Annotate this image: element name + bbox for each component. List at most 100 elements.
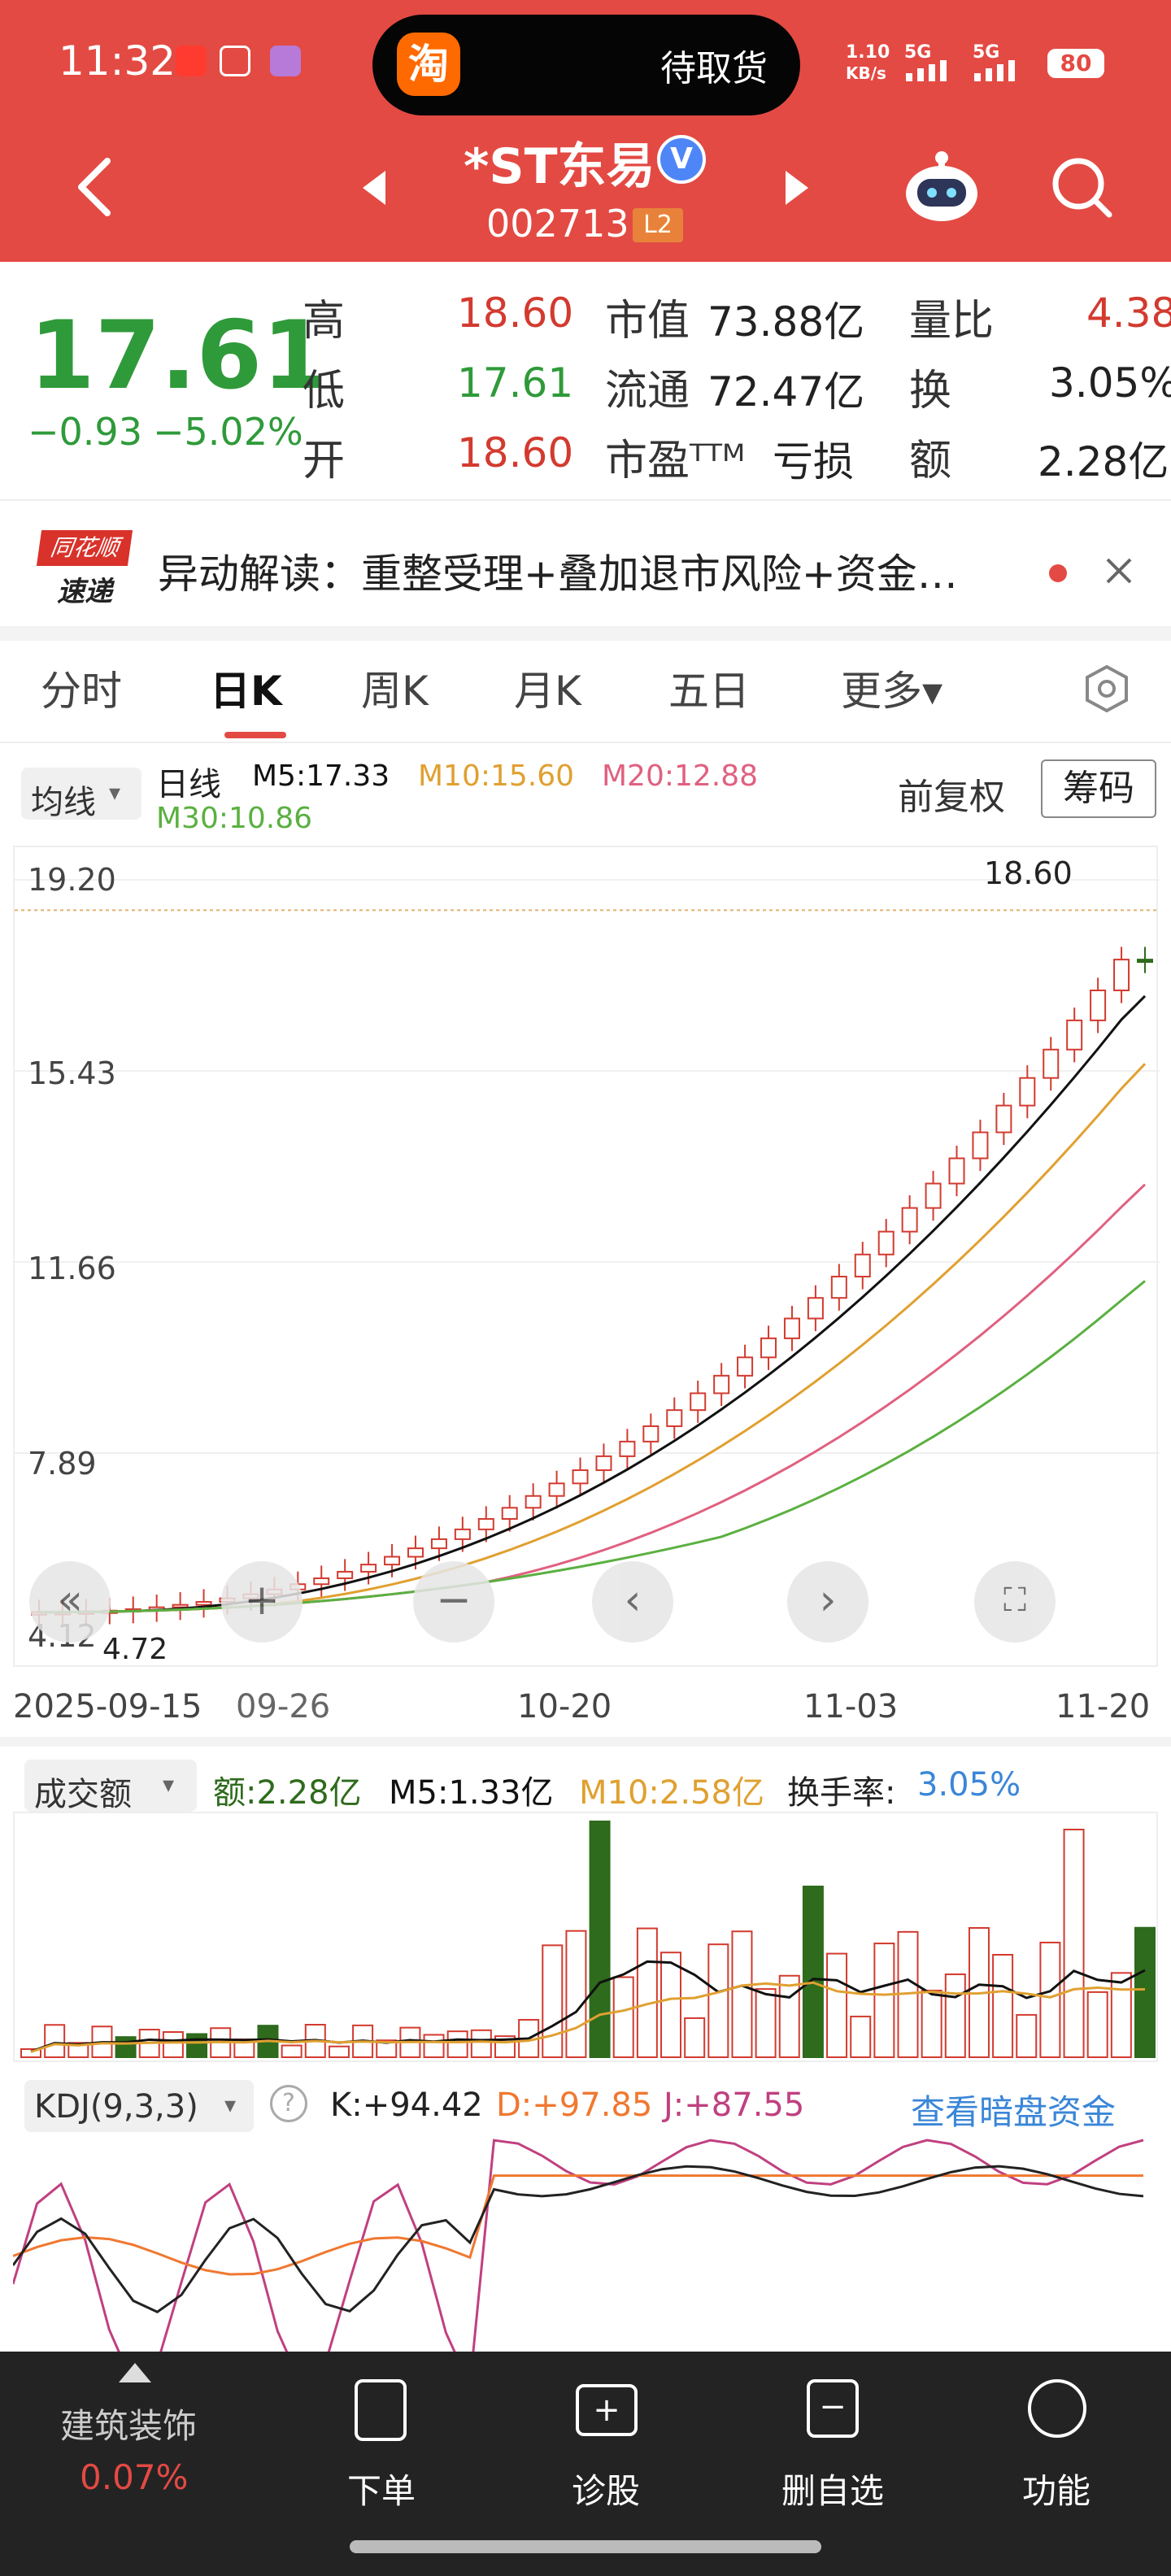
settings-hex-icon[interactable] bbox=[1082, 664, 1132, 714]
scroll-left-button[interactable]: ‹ bbox=[592, 1561, 673, 1643]
help-icon[interactable]: ? bbox=[270, 2085, 307, 2122]
scroll-left-fast-button[interactable]: « bbox=[29, 1561, 111, 1643]
fullscreen-icon[interactable]: ⛶ bbox=[974, 1561, 1056, 1643]
zoom-in-button[interactable]: + bbox=[221, 1561, 303, 1643]
high-price-marker: 18.60 bbox=[984, 855, 1073, 891]
amount-label: 额 bbox=[909, 437, 952, 485]
quote-panel: 17.61 −0.93 −5.02% 高 18.60 低 17.61 开 18.… bbox=[0, 262, 1171, 498]
volume-bar bbox=[826, 1952, 848, 2058]
high-value: 18.60 bbox=[457, 289, 574, 337]
date-label: 10-20 bbox=[517, 1688, 612, 1725]
candle-body bbox=[1113, 959, 1130, 991]
candle-body bbox=[360, 1564, 377, 1573]
remove-watchlist-label: 删自选 bbox=[781, 2471, 884, 2511]
notification-icon bbox=[176, 46, 207, 76]
fuquan-toggle[interactable]: 前复权 bbox=[898, 777, 1005, 818]
candle-body bbox=[642, 1425, 660, 1442]
function-label: 功能 bbox=[1021, 2471, 1090, 2511]
price-change: −0.93 bbox=[28, 410, 142, 454]
volume-dropdown-label: 成交额 bbox=[34, 1776, 132, 1813]
candle-body bbox=[337, 1570, 354, 1579]
turnover-value: 3.05% bbox=[1049, 359, 1171, 407]
volume-bar bbox=[1134, 1926, 1156, 2058]
tab-monthly-k[interactable]: 月K bbox=[514, 668, 581, 715]
tab-daily-k[interactable]: 日K bbox=[210, 668, 282, 715]
volume-amount: 额:2.28亿 bbox=[213, 1774, 362, 1812]
volume-bar bbox=[67, 2042, 89, 2059]
battery-icon: 80 bbox=[1047, 49, 1104, 78]
verified-badge-icon: V bbox=[657, 135, 706, 184]
low-label: 低 bbox=[303, 367, 346, 416]
candle-body bbox=[1019, 1077, 1036, 1107]
sector-name[interactable]: 建筑装饰 bbox=[60, 2406, 198, 2446]
ma-dropdown[interactable]: 均线 ▾ bbox=[21, 768, 141, 821]
volume-bar bbox=[1016, 2013, 1038, 2059]
candle-body bbox=[501, 1507, 518, 1520]
turnover-rate-value: 3.05% bbox=[917, 1766, 1021, 1804]
volume-chart-canvas bbox=[20, 1821, 1156, 2059]
tab-weekly-k[interactable]: 周K bbox=[361, 668, 429, 715]
dynamic-island[interactable]: 淘 待取货 bbox=[372, 15, 800, 115]
volume-m10: M10:2.58亿 bbox=[579, 1774, 764, 1812]
kdj-chart-area[interactable] bbox=[13, 2137, 1158, 2352]
volume-chart-area[interactable] bbox=[13, 1812, 1158, 2062]
kdj-dropdown[interactable]: KDJ(9,3,3) ▾ bbox=[24, 2080, 254, 2132]
ma10-legend: M10:15.60 bbox=[418, 759, 575, 793]
divider bbox=[0, 499, 1171, 501]
candle-body bbox=[877, 1230, 895, 1255]
candle-body bbox=[995, 1104, 1012, 1134]
back-arrow-icon[interactable] bbox=[72, 154, 120, 220]
prev-stock-icon[interactable] bbox=[358, 168, 390, 208]
volume-bar bbox=[1110, 1972, 1132, 2058]
news-banner[interactable]: 同花顺 速递 异动解读：重整受理+叠加退市风险+资金… bbox=[0, 514, 1171, 626]
tab-intraday[interactable]: 分时 bbox=[41, 668, 122, 715]
level2-badge: L2 bbox=[633, 208, 683, 242]
volume-m5-line bbox=[30, 1960, 1146, 2053]
robot-assistant-icon[interactable] bbox=[903, 146, 981, 224]
float-cap-label: 流通 bbox=[605, 367, 690, 416]
zoom-out-button[interactable]: − bbox=[413, 1561, 494, 1643]
diagnose-button[interactable]: + 诊股 bbox=[553, 2376, 659, 2522]
candle-body bbox=[1043, 1048, 1060, 1079]
signal-bars-icon bbox=[903, 60, 960, 81]
volume-bar bbox=[589, 1821, 611, 2058]
section-gap bbox=[0, 626, 1171, 641]
kdj-k-value: K:+94.42 bbox=[330, 2086, 483, 2124]
remove-watchlist-button[interactable]: − 删自选 bbox=[768, 2376, 898, 2522]
volume-bar bbox=[162, 2031, 184, 2058]
menu-icon bbox=[1028, 2379, 1086, 2438]
market-cap-label: 市值 bbox=[605, 297, 690, 346]
section-gap bbox=[0, 1737, 1171, 1747]
candle-body bbox=[737, 1356, 754, 1377]
search-icon[interactable] bbox=[1049, 154, 1114, 220]
volume-bar bbox=[850, 2015, 872, 2058]
tab-five-day[interactable]: 五日 bbox=[668, 668, 750, 715]
net-speed-value: 1.10 bbox=[846, 42, 890, 63]
volume-bar bbox=[328, 2045, 350, 2059]
open-value: 18.60 bbox=[457, 429, 574, 476]
candle-body bbox=[760, 1337, 777, 1359]
logo-line1: 同花顺 bbox=[36, 530, 133, 566]
scroll-right-button[interactable]: › bbox=[787, 1561, 868, 1643]
y-tick-label: 11.66 bbox=[28, 1251, 116, 1286]
price-change-pct: −5.02% bbox=[153, 410, 303, 454]
kline-chart-area[interactable]: 19.20 15.43 11.66 7.89 4.12 18.60 4.72 «… bbox=[13, 846, 1160, 1667]
dark-pool-link[interactable]: 查看暗盘资金 bbox=[911, 2092, 1117, 2132]
divider bbox=[0, 742, 1171, 743]
volume-bar bbox=[470, 2029, 492, 2059]
ma20-line bbox=[38, 1183, 1147, 1614]
status-time: 11:32 bbox=[59, 37, 176, 85]
tab-more[interactable]: 更多▾ bbox=[841, 668, 943, 715]
chip-button[interactable]: 筹码 bbox=[1041, 759, 1156, 818]
next-stock-icon[interactable] bbox=[781, 168, 813, 208]
app-notification-icon bbox=[220, 46, 250, 76]
close-icon[interactable] bbox=[1103, 555, 1135, 587]
volume-bar bbox=[660, 1952, 682, 2058]
home-indicator[interactable] bbox=[350, 2540, 821, 2553]
order-button[interactable]: 下单 bbox=[329, 2376, 434, 2522]
function-button[interactable]: 功能 bbox=[1003, 2376, 1109, 2522]
expand-up-icon[interactable] bbox=[119, 2363, 151, 2382]
volume-dropdown[interactable]: 成交额 ▾ bbox=[24, 1760, 197, 1813]
news-text[interactable]: 异动解读：重整受理+叠加退市风险+资金… bbox=[158, 550, 958, 598]
market-cap-value: 73.88亿 bbox=[707, 298, 865, 346]
